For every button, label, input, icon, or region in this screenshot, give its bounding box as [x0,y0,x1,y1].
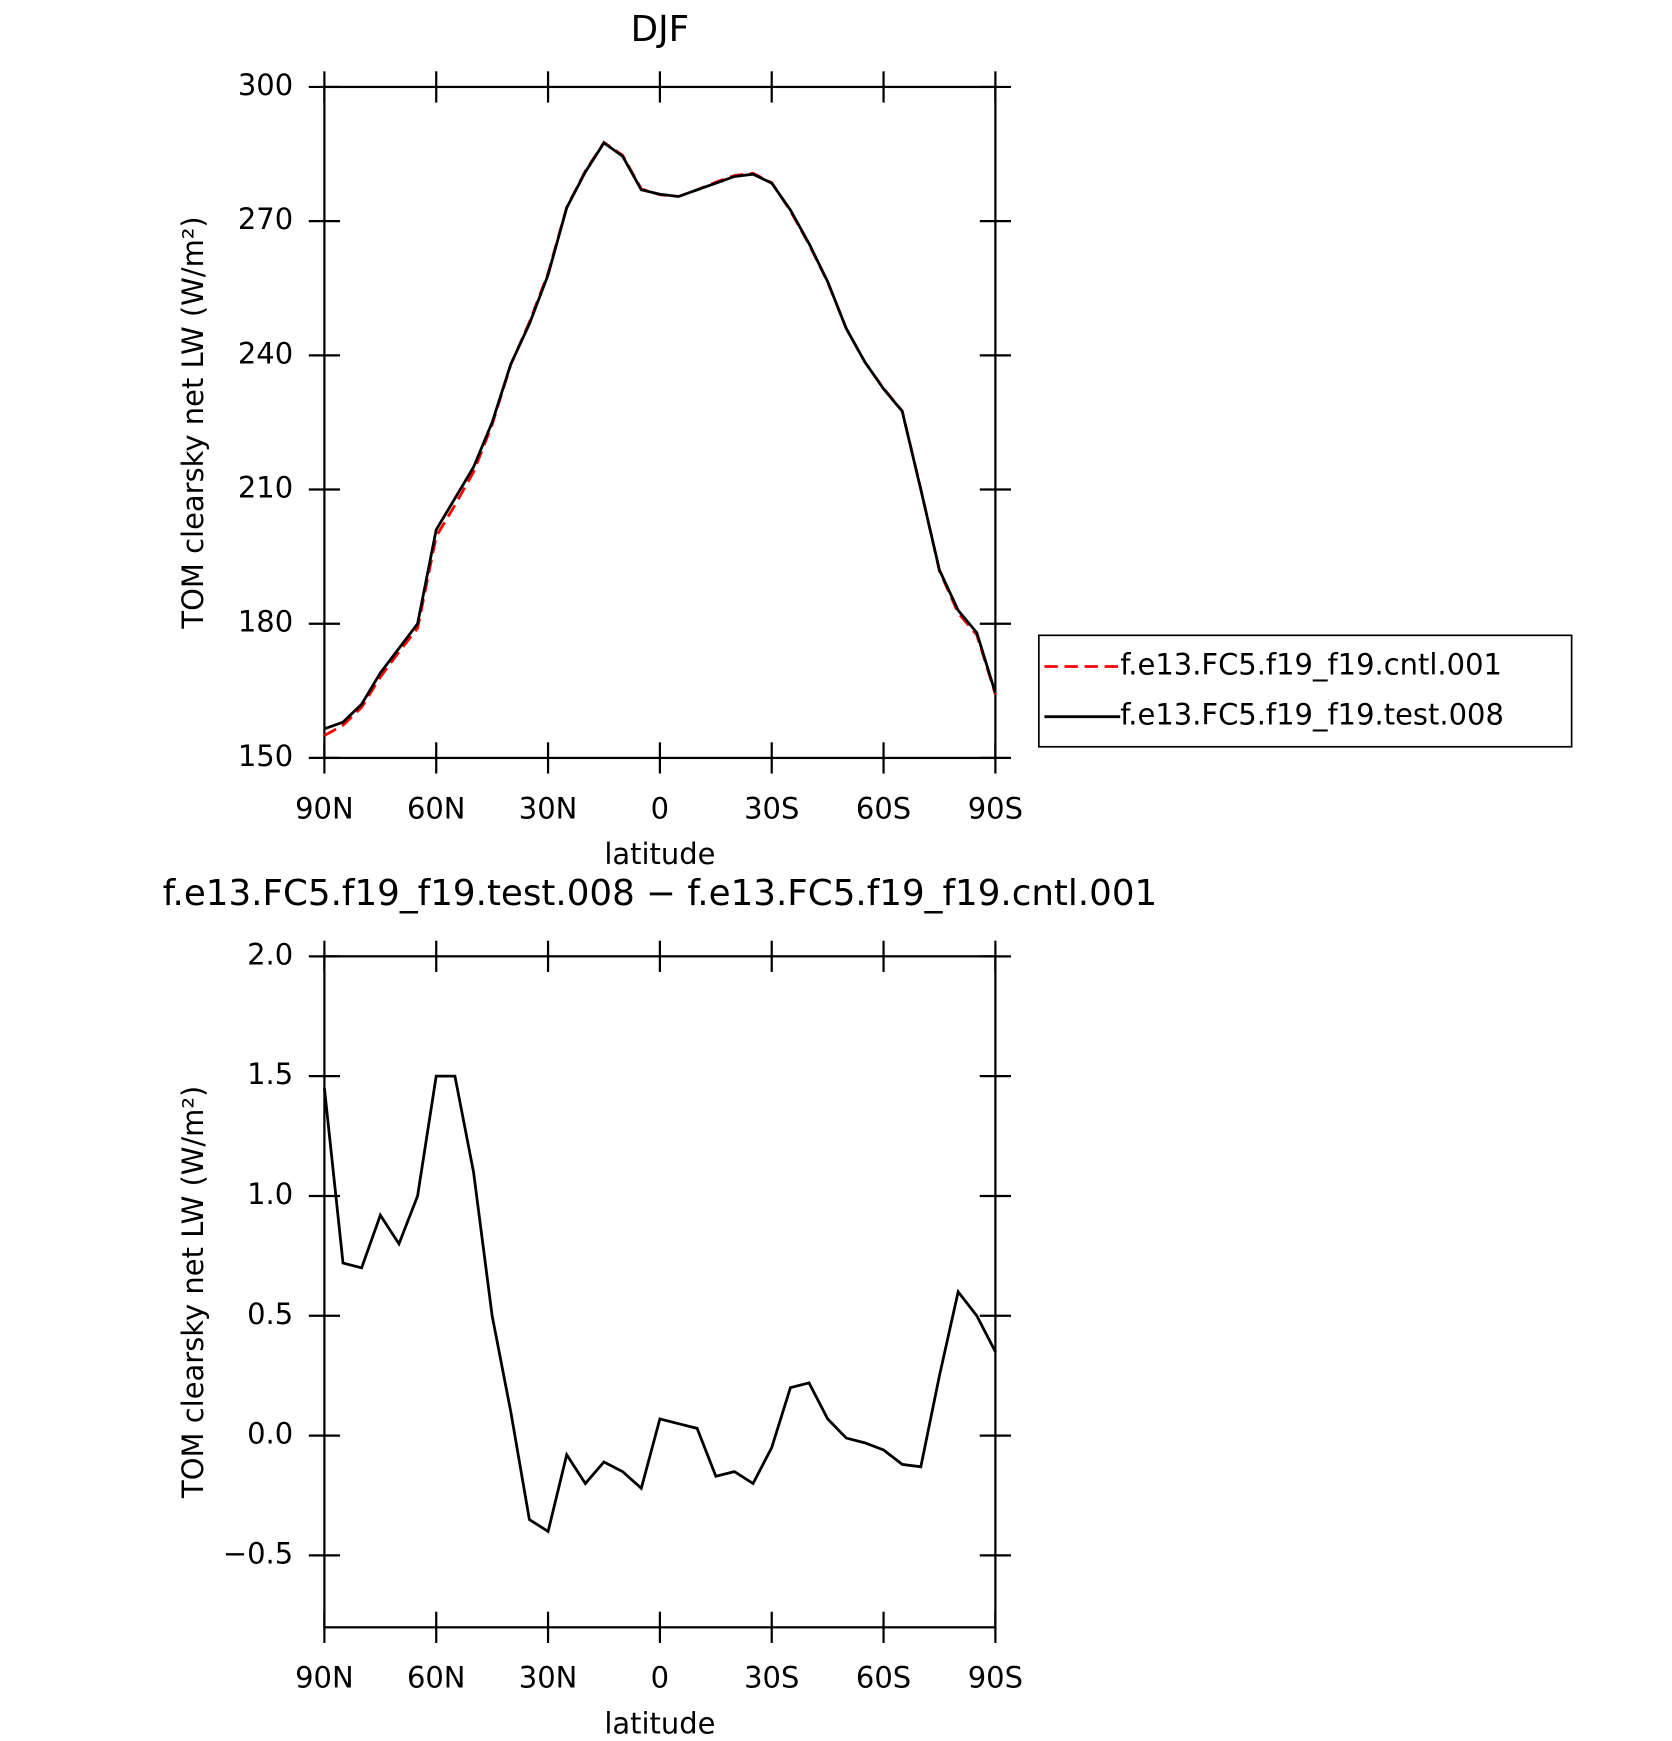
x-tick-label: 0 [651,791,669,825]
y-tick-label: 270 [238,202,293,236]
x-tick-label: 30N [519,1661,578,1695]
x-tick-label: 60S [856,1661,911,1695]
plot-frame [323,955,997,1629]
legend-label: f.e13.FC5.f19_f19.cntl.001 [1120,648,1502,682]
x-tick-label: 60N [407,1661,466,1695]
y-tick-label: 0.5 [247,1297,293,1331]
legend-label: f.e13.FC5.f19_f19.test.008 [1120,698,1504,732]
data-line [323,140,997,737]
x-tick-label: 60S [856,791,911,825]
y-tick-label: 2.0 [247,937,293,971]
y-tick-label: 240 [238,336,293,370]
x-tick-label: 60N [407,791,466,825]
x-tick-label: 0 [651,1661,669,1695]
x-tick-label: 30S [744,791,799,825]
x-axis-label: latitude [604,837,715,871]
y-tick-label: 1.0 [247,1177,293,1211]
data-line [323,1074,997,1534]
x-tick-label: 90N [295,791,354,825]
y-axis-label: TOM clearsky net LW (W/m²) [176,216,210,629]
chart-title: DJF [631,9,689,50]
plot-frame [323,85,997,760]
y-axis-label: TOM clearsky net LW (W/m²) [176,1086,210,1499]
x-tick-label: 30N [519,791,578,825]
legend-box [1038,634,1573,748]
y-tick-label: 210 [238,471,293,505]
x-tick-label: 30S [744,1661,799,1695]
x-tick-label: 90N [295,1661,354,1695]
y-tick-label: 300 [238,68,293,102]
y-tick-label: 180 [238,605,293,639]
chart-title: f.e13.FC5.f19_f19.test.008 − f.e13.FC5.f… [163,873,1158,914]
data-line [323,140,997,731]
y-tick-label: −0.5 [223,1536,293,1570]
y-tick-label: 1.5 [247,1057,293,1091]
y-tick-label: 0.0 [247,1417,293,1451]
x-tick-label: 90S [968,791,1023,825]
y-tick-label: 150 [238,739,293,773]
x-tick-label: 90S [968,1661,1023,1695]
x-axis-label: latitude [604,1706,715,1740]
